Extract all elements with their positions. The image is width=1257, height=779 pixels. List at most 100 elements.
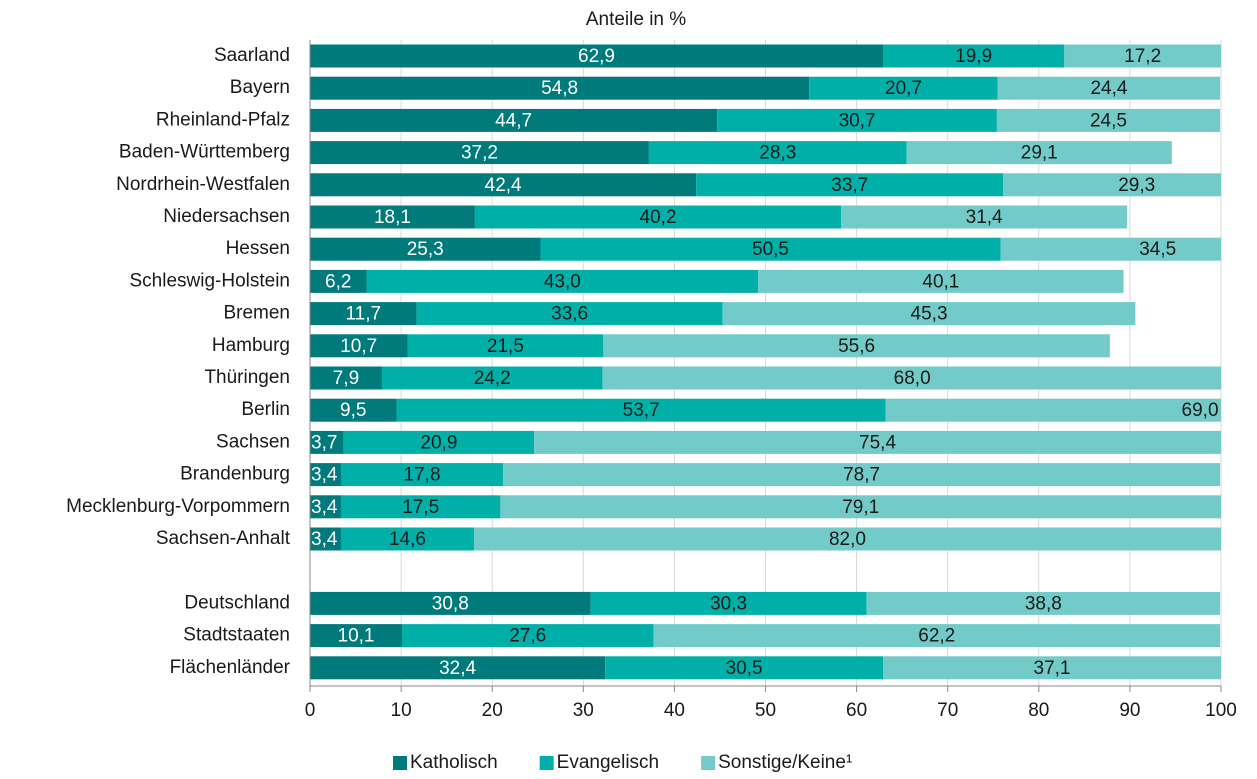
y-tick-label: Niedersachsen bbox=[163, 206, 290, 227]
y-tick-label: Thüringen bbox=[204, 367, 290, 388]
y-tick-label: Sachsen-Anhalt bbox=[156, 528, 291, 549]
bar-segment bbox=[310, 205, 475, 229]
bar-segment bbox=[809, 76, 998, 100]
bar-segment bbox=[310, 430, 344, 454]
legend-swatch bbox=[539, 756, 554, 770]
data-label: 69,0 bbox=[1182, 400, 1219, 421]
y-tick-label: Schleswig-Holstein bbox=[129, 270, 290, 291]
bar-segment bbox=[310, 302, 417, 326]
bar-segment bbox=[310, 173, 697, 197]
x-tick-label: 50 bbox=[755, 700, 776, 721]
bar-segment bbox=[310, 656, 606, 680]
chart-title: Anteile in % bbox=[586, 9, 686, 30]
bar-segment bbox=[605, 656, 884, 680]
x-tick-label: 40 bbox=[664, 700, 685, 721]
x-tick-label: 60 bbox=[846, 700, 867, 721]
x-tick-label: 90 bbox=[1119, 700, 1140, 721]
data-label: 18,1 bbox=[374, 207, 411, 228]
bar-segment bbox=[866, 591, 1221, 615]
x-tick-label: 70 bbox=[937, 700, 958, 721]
data-label: 24,5 bbox=[1090, 110, 1127, 131]
x-tick-label: 80 bbox=[1028, 700, 1049, 721]
grid bbox=[309, 40, 1222, 686]
bar-segment bbox=[310, 624, 403, 648]
bar-segment bbox=[381, 366, 603, 390]
bar-segment bbox=[340, 527, 474, 551]
data-label: 19,9 bbox=[955, 46, 992, 67]
bar-segment bbox=[590, 591, 867, 615]
data-label: 17,2 bbox=[1124, 46, 1161, 67]
bar-segment bbox=[310, 108, 718, 132]
data-label: 40,1 bbox=[922, 271, 959, 292]
data-label: 55,6 bbox=[838, 336, 875, 357]
data-label: 24,2 bbox=[474, 368, 511, 389]
data-label: 30,8 bbox=[432, 593, 469, 614]
bar-segment bbox=[841, 205, 1128, 229]
bar-segment bbox=[310, 463, 341, 487]
data-label: 27,6 bbox=[509, 626, 546, 647]
bar-segment bbox=[540, 237, 1001, 261]
data-label: 40,2 bbox=[640, 207, 677, 228]
data-label: 3,7 bbox=[311, 432, 337, 453]
y-tick-label: Rheinland-Pfalz bbox=[156, 109, 290, 130]
bar-segment bbox=[997, 76, 1221, 100]
bar-segment bbox=[653, 624, 1221, 648]
bars bbox=[310, 44, 1221, 680]
bar-segment bbox=[310, 141, 649, 165]
x-tick-label: 30 bbox=[573, 700, 594, 721]
data-label: 17,5 bbox=[402, 497, 439, 518]
bar-segment bbox=[717, 108, 997, 132]
bar-segment bbox=[1003, 173, 1221, 197]
data-label: 34,5 bbox=[1139, 239, 1176, 260]
data-label: 62,2 bbox=[918, 626, 955, 647]
data-label: 42,4 bbox=[485, 175, 522, 196]
x-tick-label: 20 bbox=[482, 700, 503, 721]
data-label: 28,3 bbox=[759, 143, 796, 164]
y-tick-label: Bayern bbox=[230, 77, 290, 98]
bar-segment bbox=[885, 398, 1221, 422]
bar-segment bbox=[310, 334, 408, 358]
data-label: 3,4 bbox=[311, 465, 338, 486]
data-label: 38,8 bbox=[1025, 593, 1062, 614]
bar-segment bbox=[310, 495, 341, 519]
data-label: 6,2 bbox=[325, 271, 351, 292]
data-label: 25,3 bbox=[407, 239, 444, 260]
data-label: 54,8 bbox=[541, 78, 578, 99]
x-tick-label: 10 bbox=[391, 700, 412, 721]
y-tick-label: Stadtstaaten bbox=[183, 625, 290, 646]
data-label: 3,4 bbox=[311, 497, 338, 518]
data-label: 20,7 bbox=[885, 78, 922, 99]
data-label: 37,1 bbox=[1034, 658, 1071, 679]
y-tick-label: Hamburg bbox=[212, 335, 290, 356]
bar-segment bbox=[503, 463, 1221, 487]
bar-segment bbox=[310, 591, 591, 615]
data-label: 32,4 bbox=[439, 658, 476, 679]
data-label: 30,5 bbox=[726, 658, 763, 679]
data-label: 50,5 bbox=[752, 239, 789, 260]
bar-segment bbox=[696, 173, 1004, 197]
bar-segment bbox=[906, 141, 1172, 165]
bar-segment bbox=[534, 430, 1221, 454]
bar-segment bbox=[310, 237, 541, 261]
data-label: 20,9 bbox=[420, 432, 457, 453]
bar-segment bbox=[1064, 44, 1221, 68]
data-label: 33,6 bbox=[551, 304, 588, 325]
data-label: 24,4 bbox=[1090, 78, 1127, 99]
bar-segment bbox=[310, 269, 367, 293]
bar-segment bbox=[883, 44, 1065, 68]
data-label: 33,7 bbox=[831, 175, 868, 196]
bar-segment bbox=[1000, 237, 1221, 261]
legend-label: Katholisch bbox=[410, 752, 498, 773]
bar-segment bbox=[340, 495, 501, 519]
bar-segment bbox=[310, 76, 810, 100]
data-label: 9,5 bbox=[340, 400, 366, 421]
legend-swatch bbox=[701, 756, 716, 770]
bar-segment bbox=[474, 205, 842, 229]
bar-segment bbox=[310, 398, 397, 422]
data-label: 79,1 bbox=[842, 497, 879, 518]
legend-label: Evangelisch bbox=[557, 752, 659, 773]
bar-segment bbox=[722, 302, 1136, 326]
bar-segment bbox=[396, 398, 886, 422]
foreground: 0 10 20 30 40 50 60 70 80 90 100 Saarland 62,9 19,9 17… bbox=[66, 40, 1237, 773]
